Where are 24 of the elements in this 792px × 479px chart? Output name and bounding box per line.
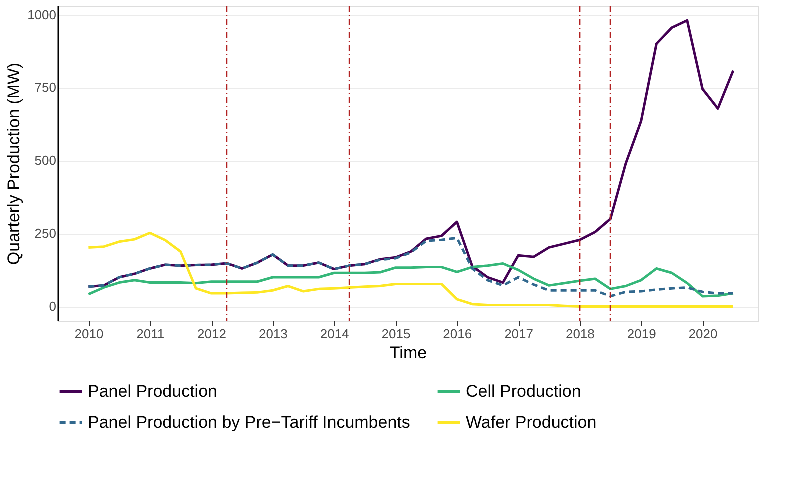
x-tick-label: 2010 [74, 326, 104, 342]
x-tick-label: 2012 [198, 326, 226, 342]
y-tick-label: 0 [49, 299, 56, 314]
legend-label: Wafer Production [466, 413, 597, 432]
legend-label: Panel Production by Pre−Tariff Incumbents [88, 413, 410, 432]
x-tick-label: 2016 [443, 326, 472, 342]
x-tick-label: 2011 [136, 326, 165, 342]
x-tick-label: 2019 [627, 326, 656, 342]
x-tick-label: 2013 [258, 326, 288, 342]
y-tick-label: 750 [34, 80, 56, 96]
y-tick-label: 500 [34, 153, 56, 168]
line-series [87, 236, 735, 298]
legend-label: Cell Production [466, 382, 582, 401]
y-axis-title: Quarterly Production (MW) [4, 62, 24, 266]
x-axis-title: Time [390, 344, 428, 362]
x-tick-label: 2015 [382, 326, 411, 342]
x-tick-label: 2017 [504, 326, 534, 342]
x-tick-label: 2020 [688, 326, 718, 342]
line-series [87, 232, 735, 308]
x-tick-label: 2014 [320, 326, 350, 342]
y-tick-label: 250 [34, 226, 56, 242]
x-tick-label: 2018 [566, 326, 595, 342]
y-tick-label: 1000 [28, 7, 56, 22]
legend-label: Panel Production [88, 382, 218, 401]
